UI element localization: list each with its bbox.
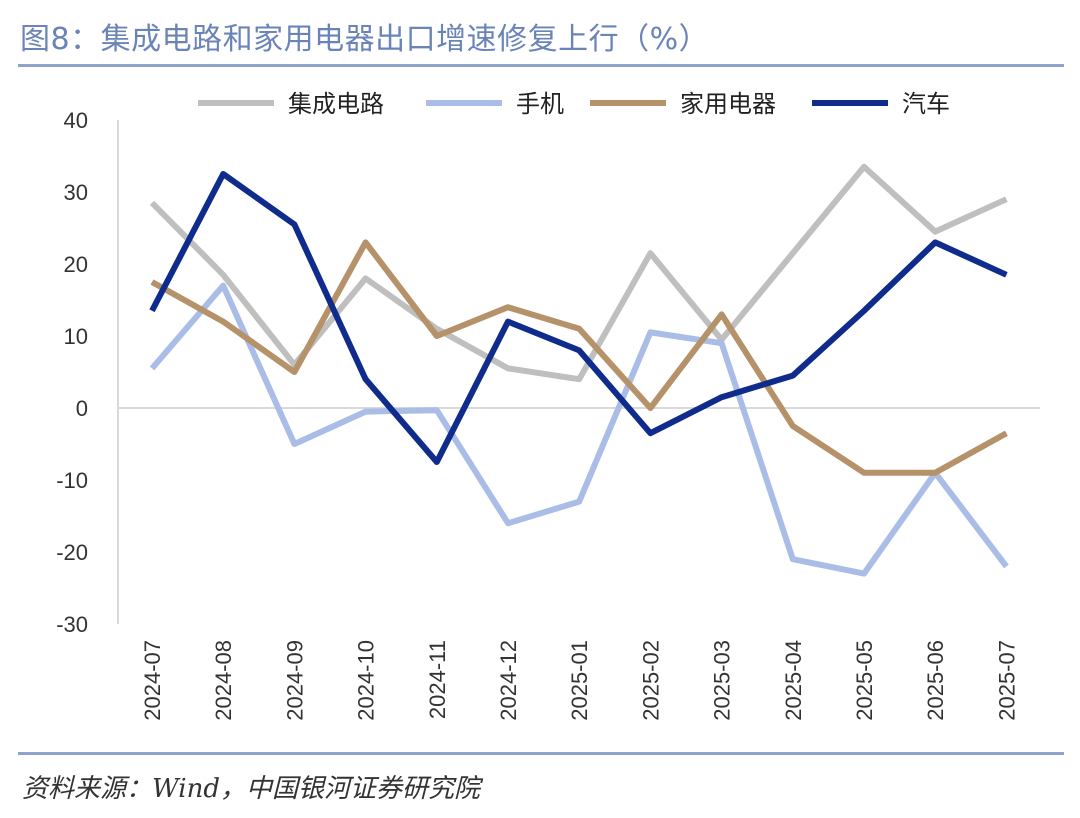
y-tick-label: 30 (64, 180, 88, 205)
series-line-0 (149, 163, 1008, 383)
source-note: 资料来源：Wind，中国银河证券研究院 (22, 774, 480, 804)
x-tick-label: 2024-12 (496, 640, 521, 721)
y-tick-label: -30 (56, 612, 88, 637)
chart-title: 图8：集成电路和家用电器出口增速修复上行（%） (20, 22, 710, 57)
series-line-3 (149, 171, 1008, 465)
x-tick-label: 2025-06 (923, 640, 948, 721)
x-tick-label: 2024-08 (211, 640, 236, 721)
y-tick-label: 40 (64, 108, 88, 133)
x-tick-label: 2025-03 (710, 640, 735, 721)
chart-axes: 40 30 20 10 0 -10 -20 -30 2024-07 2024-08 2024-09 2… (56, 108, 1040, 721)
legend-label: 家用电器 (680, 90, 776, 118)
x-tick-label: 2025-04 (781, 640, 806, 721)
legend-label: 手机 (516, 90, 564, 118)
x-tick-label: 2024-09 (282, 640, 307, 721)
chart-legend: 集成电路 手机 家用电器 汽车 (198, 90, 950, 118)
legend-label: 集成电路 (288, 90, 384, 118)
y-tick-label: -20 (56, 540, 88, 565)
series-line-1 (149, 282, 1009, 577)
x-tick-label: 2025-01 (567, 640, 592, 721)
x-tick-label: 2025-05 (852, 640, 877, 721)
y-tick-label: 20 (64, 252, 88, 277)
top-divider (18, 64, 1064, 67)
chart-series (149, 163, 1009, 577)
x-tick-label: 2025-07 (994, 640, 1019, 721)
x-tick-label: 2025-02 (638, 640, 663, 721)
x-tick-label: 2024-10 (354, 640, 379, 721)
series-line-2 (150, 239, 1008, 476)
bottom-divider (18, 752, 1064, 755)
legend-label: 汽车 (902, 90, 950, 118)
x-tick-label: 2024-07 (140, 640, 165, 721)
x-tick-label: 2024-11 (425, 640, 450, 719)
y-tick-label: 10 (64, 324, 88, 349)
y-tick-label: 0 (76, 396, 88, 421)
y-tick-label: -10 (56, 468, 88, 493)
